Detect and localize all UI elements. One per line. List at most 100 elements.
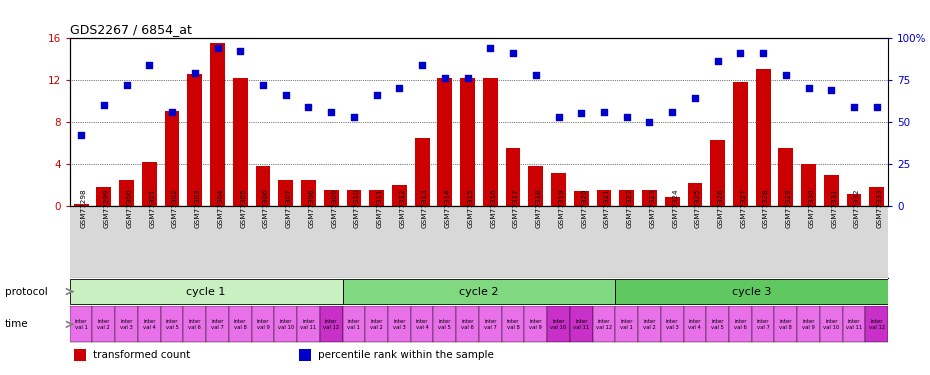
Bar bbox=[479, 306, 501, 342]
Point bbox=[733, 50, 748, 56]
Point bbox=[369, 92, 384, 98]
Text: inter
val 3: inter val 3 bbox=[120, 319, 133, 330]
Text: GSM77312: GSM77312 bbox=[399, 189, 405, 228]
Point bbox=[347, 114, 362, 120]
Text: GSM77319: GSM77319 bbox=[559, 189, 565, 228]
Point bbox=[687, 95, 702, 101]
Point bbox=[824, 87, 839, 93]
Point bbox=[142, 62, 157, 68]
Bar bbox=[756, 69, 770, 206]
Text: inter
val 9: inter val 9 bbox=[257, 319, 270, 330]
Text: GSM77314: GSM77314 bbox=[445, 189, 451, 228]
Text: inter
val 8: inter val 8 bbox=[779, 319, 792, 330]
Text: inter
val 3: inter val 3 bbox=[393, 319, 405, 330]
Bar bbox=[870, 187, 884, 206]
Text: inter
val 12: inter val 12 bbox=[323, 319, 339, 330]
Text: inter
val 7: inter val 7 bbox=[757, 319, 769, 330]
Text: GSM77300: GSM77300 bbox=[126, 189, 133, 228]
Point bbox=[846, 104, 861, 110]
Bar bbox=[574, 192, 589, 206]
Bar bbox=[506, 148, 521, 206]
Bar bbox=[501, 306, 525, 342]
Point bbox=[506, 50, 521, 56]
Bar bbox=[684, 306, 706, 342]
Bar bbox=[210, 43, 225, 206]
Point bbox=[551, 114, 566, 120]
Text: GSM77315: GSM77315 bbox=[468, 189, 473, 228]
Bar bbox=[592, 306, 616, 342]
Text: GSM77308: GSM77308 bbox=[309, 189, 314, 228]
Text: inter
val 6: inter val 6 bbox=[461, 319, 474, 330]
Bar bbox=[256, 166, 271, 206]
Bar bbox=[551, 172, 565, 206]
Text: transformed count: transformed count bbox=[93, 350, 190, 360]
Text: GSM77310: GSM77310 bbox=[354, 189, 360, 228]
Text: GSM77309: GSM77309 bbox=[331, 189, 338, 228]
Text: inter
val 1: inter val 1 bbox=[74, 319, 87, 330]
Bar bbox=[165, 111, 179, 206]
Bar bbox=[706, 306, 729, 342]
Bar bbox=[301, 180, 316, 206]
Text: inter
val 2: inter val 2 bbox=[370, 319, 383, 330]
Point bbox=[187, 70, 202, 76]
Text: GSM77316: GSM77316 bbox=[490, 189, 497, 228]
Text: GSM77306: GSM77306 bbox=[263, 189, 269, 228]
Text: inter
val 6: inter val 6 bbox=[189, 319, 201, 330]
Text: GSM77303: GSM77303 bbox=[194, 189, 201, 228]
Bar bbox=[115, 306, 138, 342]
Text: inter
val 1: inter val 1 bbox=[620, 319, 633, 330]
Bar bbox=[388, 306, 411, 342]
Text: GSM77329: GSM77329 bbox=[786, 189, 791, 228]
Text: GSM77305: GSM77305 bbox=[240, 189, 246, 228]
Point bbox=[711, 58, 725, 64]
Bar bbox=[299, 349, 312, 361]
Text: cycle 1: cycle 1 bbox=[186, 286, 226, 297]
Bar bbox=[711, 140, 725, 206]
Text: GSM77304: GSM77304 bbox=[218, 189, 223, 228]
Text: inter
val 4: inter val 4 bbox=[688, 319, 701, 330]
Bar bbox=[342, 279, 616, 304]
Bar bbox=[347, 190, 361, 206]
Text: GSM77321: GSM77321 bbox=[604, 189, 610, 228]
Text: protocol: protocol bbox=[5, 286, 47, 297]
Bar bbox=[324, 190, 339, 206]
Bar bbox=[801, 164, 816, 206]
Bar bbox=[252, 306, 274, 342]
Text: GSM77322: GSM77322 bbox=[627, 189, 632, 228]
Text: GSM77331: GSM77331 bbox=[831, 189, 837, 228]
Point bbox=[97, 102, 112, 108]
Bar bbox=[73, 204, 88, 206]
Text: GSM77311: GSM77311 bbox=[377, 189, 382, 228]
Bar bbox=[70, 306, 92, 342]
Point bbox=[119, 82, 134, 88]
Bar bbox=[642, 190, 657, 206]
Text: inter
val 5: inter val 5 bbox=[438, 319, 451, 330]
Point bbox=[642, 119, 657, 125]
Text: inter
val 5: inter val 5 bbox=[711, 319, 724, 330]
Bar bbox=[138, 306, 161, 342]
Text: GSM77313: GSM77313 bbox=[422, 189, 428, 228]
Bar bbox=[457, 306, 479, 342]
Bar bbox=[278, 180, 293, 206]
Bar bbox=[797, 306, 820, 342]
Bar bbox=[92, 306, 115, 342]
Bar bbox=[547, 306, 570, 342]
Point bbox=[437, 75, 452, 81]
Text: inter
val 12: inter val 12 bbox=[596, 319, 612, 330]
Point bbox=[778, 72, 793, 78]
Bar bbox=[616, 279, 888, 304]
Text: inter
val 1: inter val 1 bbox=[348, 319, 360, 330]
Point bbox=[301, 104, 316, 110]
Point bbox=[619, 114, 634, 120]
Bar bbox=[570, 306, 592, 342]
Point bbox=[415, 62, 430, 68]
Text: GDS2267 / 6854_at: GDS2267 / 6854_at bbox=[70, 22, 192, 36]
Bar bbox=[161, 306, 183, 342]
Text: GSM77320: GSM77320 bbox=[581, 189, 587, 228]
Bar bbox=[638, 306, 661, 342]
Bar bbox=[661, 306, 684, 342]
Text: percentile rank within the sample: percentile rank within the sample bbox=[318, 350, 494, 360]
Text: GSM77299: GSM77299 bbox=[104, 189, 110, 228]
Text: GSM77298: GSM77298 bbox=[81, 189, 87, 228]
Bar bbox=[142, 162, 156, 206]
